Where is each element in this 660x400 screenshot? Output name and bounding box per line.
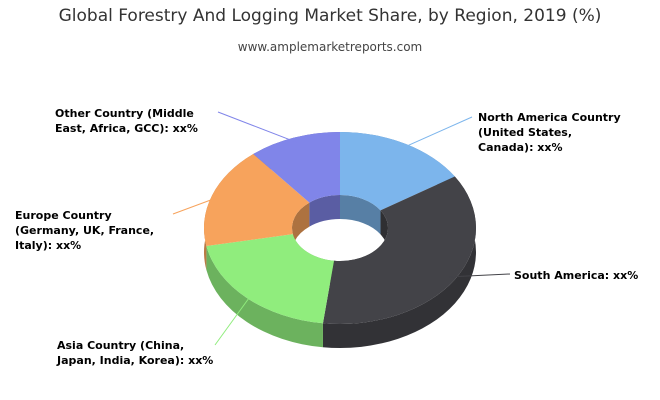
slice-label: Asia Country (China, Japan, India, Korea…	[57, 339, 214, 367]
slice	[322, 176, 476, 324]
chart-subtitle: www.amplemarketreports.com	[237, 40, 423, 54]
slice-label: North America Country (United States, Ca…	[478, 111, 621, 154]
leader-line	[217, 111, 297, 143]
slice	[340, 132, 455, 211]
slice-inner	[292, 202, 310, 259]
slice	[206, 234, 334, 324]
chart-title: Global Forestry And Logging Market Share…	[58, 6, 602, 26]
leader-line	[214, 294, 252, 346]
slice-inner	[309, 195, 340, 227]
slice-label: Other Country (Middle East, Africa, GCC)…	[55, 107, 198, 135]
leader-line	[402, 116, 473, 149]
slice-label: Europe Country (Germany, UK, France, Ita…	[15, 209, 155, 252]
slice-side	[322, 176, 477, 348]
slice-inner	[340, 195, 381, 235]
leader-line	[172, 196, 219, 215]
slice	[253, 132, 340, 203]
leader-line	[449, 273, 511, 278]
slice-side	[206, 245, 323, 348]
slice-label: South America: xx%	[514, 269, 639, 282]
slice	[204, 154, 310, 246]
